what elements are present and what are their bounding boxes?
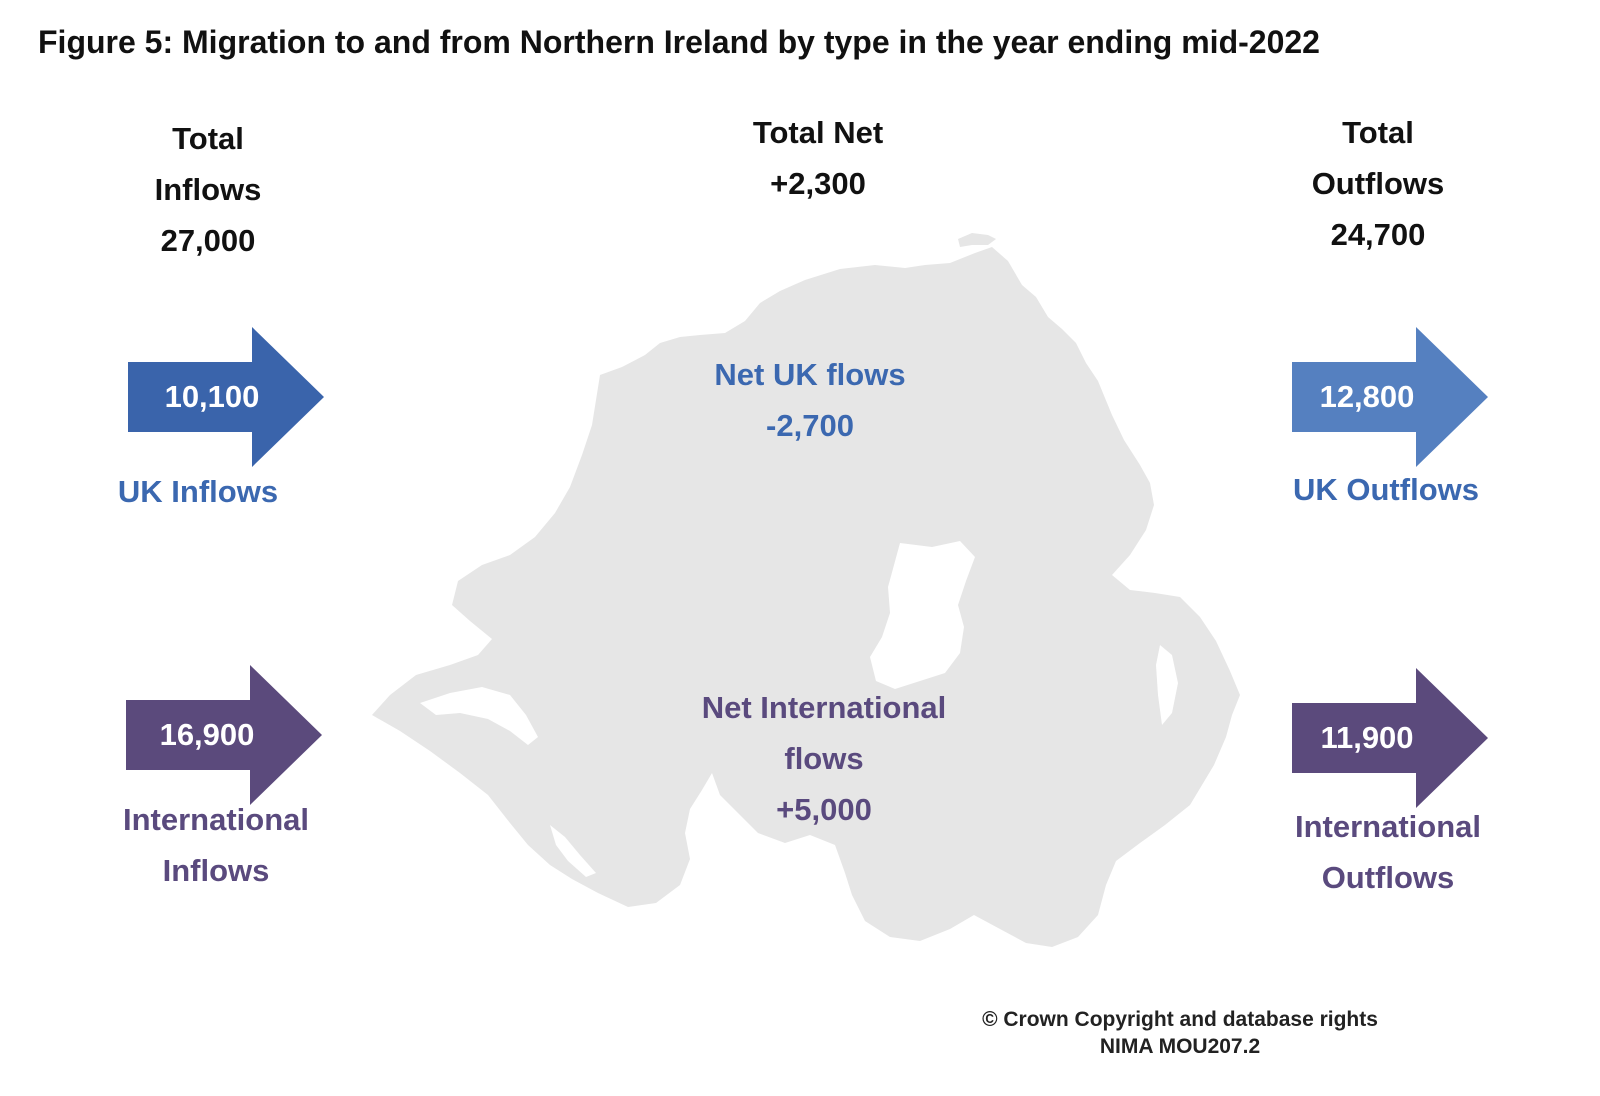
uk-inflows-arrow: 10,100 xyxy=(128,327,324,467)
international-inflows-label-line2: Inflows xyxy=(162,853,270,888)
total-outflows-label-line1: Total xyxy=(1342,115,1414,150)
total-inflows: Total Inflows 27,000 xyxy=(108,113,308,266)
uk-inflows-label: UK Inflows xyxy=(117,474,279,509)
uk-inflows-value: 10,100 xyxy=(164,379,260,414)
right-arrow-icon xyxy=(128,327,324,467)
copyright-notice: © Crown Copyright and database rights NI… xyxy=(900,1006,1460,1060)
total-outflows-label-line2: Outflows xyxy=(1311,166,1445,201)
northern-ireland-map-silhouette xyxy=(372,233,1240,947)
international-inflows-label: International Inflows xyxy=(96,794,336,896)
northern-ireland-map xyxy=(360,225,1260,965)
total-inflows-value: 27,000 xyxy=(160,223,256,258)
total-net: Total Net +2,300 xyxy=(698,107,938,209)
net-international-flows-label-line1: Net International xyxy=(701,690,947,725)
total-inflows-label-line2: Inflows xyxy=(154,172,262,207)
international-outflows-label: International Outflows xyxy=(1268,801,1508,903)
international-inflows-value: 16,900 xyxy=(159,717,255,752)
net-uk-flows-label: Net UK flows xyxy=(714,357,906,392)
international-outflows-value: 11,900 xyxy=(1320,720,1414,755)
right-arrow-icon xyxy=(126,665,322,805)
international-outflows-arrow: 11,900 xyxy=(1292,668,1488,808)
international-outflows-label-line1: International xyxy=(1294,809,1481,844)
net-uk-flows: Net UK flows -2,700 xyxy=(660,349,960,451)
right-arrow-icon xyxy=(1292,668,1488,808)
total-net-label: Total Net xyxy=(752,115,884,150)
copyright-line1: © Crown Copyright and database rights xyxy=(982,1008,1378,1031)
copyright-line2: NIMA MOU207.2 xyxy=(1099,1035,1261,1058)
total-outflows: Total Outflows 24,700 xyxy=(1278,107,1478,260)
net-international-flows-value: +5,000 xyxy=(776,792,872,827)
international-outflows-label-line2: Outflows xyxy=(1321,860,1455,895)
uk-outflows-value: 12,800 xyxy=(1319,379,1415,414)
net-international-flows: Net International flows +5,000 xyxy=(664,682,984,835)
total-outflows-value: 24,700 xyxy=(1330,217,1426,252)
figure-title: Figure 5: Migration to and from Northern… xyxy=(38,24,1320,60)
total-net-value: +2,300 xyxy=(770,166,866,201)
net-international-flows-label-line2: flows xyxy=(784,741,864,776)
international-inflows-arrow: 16,900 xyxy=(126,665,322,805)
uk-outflows-label: UK Outflows xyxy=(1293,472,1479,507)
international-inflows-label-line1: International xyxy=(122,802,309,837)
uk-outflows-arrow: 12,800 xyxy=(1292,327,1488,467)
right-arrow-icon xyxy=(1292,327,1488,467)
net-uk-flows-value: -2,700 xyxy=(766,408,854,443)
total-inflows-label-line1: Total xyxy=(172,121,244,156)
